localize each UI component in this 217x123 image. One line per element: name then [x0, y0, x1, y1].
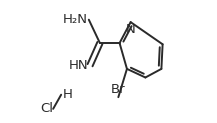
Text: N: N — [126, 23, 135, 36]
Text: H₂N: H₂N — [62, 13, 88, 26]
Text: H: H — [62, 88, 72, 101]
Text: Br: Br — [111, 83, 126, 96]
Text: HN: HN — [69, 59, 89, 72]
Text: Cl: Cl — [40, 102, 53, 115]
